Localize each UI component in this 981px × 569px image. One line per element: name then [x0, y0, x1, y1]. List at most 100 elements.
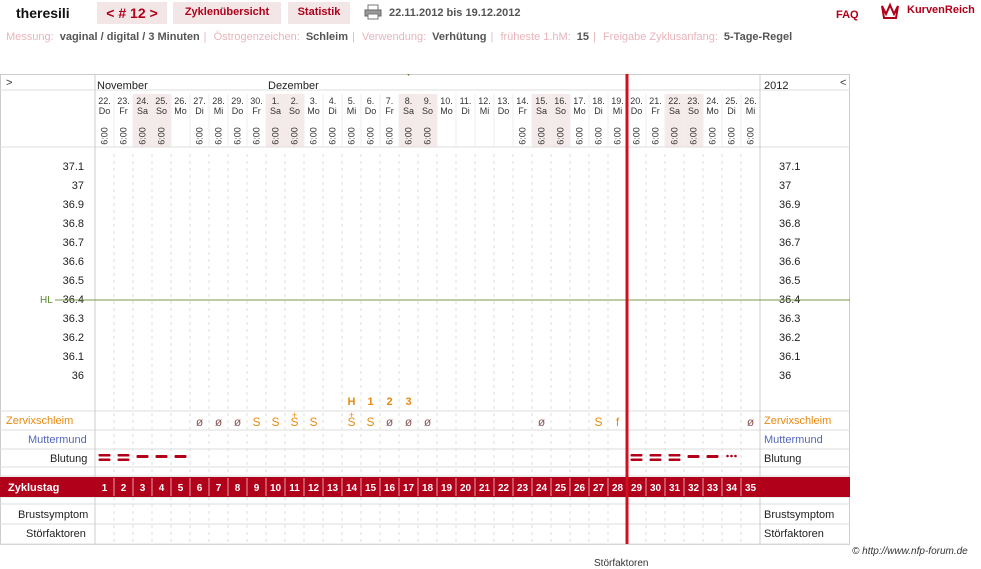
- weekend-column: [665, 94, 684, 147]
- day-weekday: Do: [99, 106, 111, 116]
- day-weekday: Mi: [347, 106, 357, 116]
- day-date: 15.: [535, 96, 548, 106]
- info-label-hm: früheste 1.hM:: [500, 31, 571, 43]
- bleeding-heavy: [98, 454, 111, 457]
- cycle-navigator[interactable]: < # 12 >: [97, 2, 167, 24]
- bleeding-heavy: [630, 454, 643, 457]
- day-date: 13.: [497, 96, 510, 106]
- day-weekday: Fr: [651, 106, 660, 116]
- day-date: 19.: [611, 96, 624, 106]
- row-label-stoer-right: Störfaktoren: [764, 528, 824, 540]
- measure-time: 6:00: [119, 127, 129, 145]
- zervix-mark: S: [271, 415, 279, 429]
- day-date: 16.: [554, 96, 567, 106]
- y-tick-right: 36.2: [779, 332, 800, 344]
- zervix-mark: S: [252, 415, 260, 429]
- measure-time: 6:00: [575, 127, 585, 145]
- tab-zyklenuebersicht[interactable]: Zyklenübersicht: [173, 2, 281, 24]
- day-date: 26.: [174, 96, 187, 106]
- cycle-day-number: 22: [498, 483, 510, 494]
- cycle-day-number: 24: [536, 483, 548, 494]
- date-range: 22.11.2012 bis 19.12.2012: [389, 7, 521, 19]
- day-date: 3.: [310, 96, 318, 106]
- day-weekday: Sa: [403, 106, 414, 116]
- bleeding-normal: [687, 455, 700, 458]
- day-weekday: Fr: [252, 106, 261, 116]
- zervix-mark: S: [366, 415, 374, 429]
- cycle-day-number: 30: [650, 483, 662, 494]
- measure-time: 6:00: [233, 127, 243, 145]
- weekend-column: [266, 94, 285, 147]
- crown-logo-icon: [881, 2, 899, 19]
- cycle-day-number: 17: [403, 483, 415, 494]
- cycle-day-number: 21: [479, 483, 491, 494]
- row-label-zervix: Zervixschleim: [6, 415, 73, 427]
- cycle-day-number: 16: [384, 483, 396, 494]
- day-weekday: So: [555, 106, 566, 116]
- zervix-mark: S: [290, 415, 298, 429]
- zervix-mark: ø: [538, 415, 546, 429]
- day-weekday: Mo: [307, 106, 320, 116]
- cycle-day-number: 3: [140, 483, 146, 494]
- measure-time: 6:00: [366, 127, 376, 145]
- next-arrow: <: [840, 77, 846, 89]
- faq-link[interactable]: FAQ: [836, 9, 859, 21]
- zervix-mark: ø: [234, 415, 242, 429]
- y-tick-right: 37.1: [779, 161, 800, 173]
- y-tick-left: 36.9: [63, 199, 84, 211]
- count-label: 1: [367, 396, 373, 408]
- row-label-muttermund-right: Muttermund: [764, 434, 823, 446]
- printer-icon[interactable]: [364, 4, 382, 20]
- day-weekday: Di: [195, 106, 204, 116]
- y-tick-right: 36.6: [779, 256, 800, 268]
- day-weekday: Mo: [706, 106, 719, 116]
- y-tick-left: 36.1: [63, 351, 84, 363]
- day-date: 1.: [272, 96, 280, 106]
- cycle-day-number: 10: [270, 483, 282, 494]
- cycle-day-number: 28: [612, 483, 624, 494]
- cycle-day-number: 2: [121, 483, 127, 494]
- cycle-day-number: 6: [197, 483, 203, 494]
- day-date: 27.: [193, 96, 206, 106]
- month-november: November: [97, 80, 148, 92]
- y-tick-right: 36: [779, 370, 791, 382]
- bleeding-heavy: [668, 458, 681, 461]
- measure-time: 6:00: [651, 127, 661, 145]
- cycle-day-number: 14: [346, 483, 358, 494]
- cycle-chart: > <November Dezember 201222.Do6:0023.Fr6:00…: [0, 74, 850, 545]
- measure-time: 6:00: [271, 127, 281, 145]
- info-label-freigabe: Freigabe Zyklusanfang:: [602, 31, 718, 43]
- day-date: 6.: [367, 96, 375, 106]
- weekend-column: [684, 94, 703, 147]
- cycle-day-number: 18: [422, 483, 434, 494]
- day-date: 22.: [98, 96, 111, 106]
- row-label-brust: Brustsymptom: [18, 509, 88, 521]
- measure-time: 6:00: [195, 127, 205, 145]
- info-label-verwendung: Verwendung:: [361, 31, 427, 43]
- y-tick-right: 36.1: [779, 351, 800, 363]
- day-date: 7.: [386, 96, 394, 106]
- day-date: 18.: [592, 96, 605, 106]
- cycle-day-number: 32: [688, 483, 700, 494]
- measure-time: 6:00: [157, 127, 167, 145]
- weekend-column: [399, 94, 418, 147]
- weekend-column: [551, 94, 570, 147]
- bleeding-normal: [174, 455, 187, 458]
- cycle-day-number: 8: [235, 483, 241, 494]
- count-label: 3: [405, 396, 411, 408]
- info-value-messung: vaginal / digital / 3 Minuten: [59, 31, 200, 43]
- measure-time: 6:00: [252, 127, 262, 145]
- day-weekday: Sa: [270, 106, 281, 116]
- cycle-day-number: 25: [555, 483, 567, 494]
- info-value-hm: 15: [576, 31, 590, 43]
- day-date: 8.: [405, 96, 413, 106]
- prev-arrow: >: [6, 77, 12, 89]
- zervix-plus: +: [292, 410, 297, 420]
- measure-time: 6:00: [613, 127, 623, 145]
- zervix-mark: f: [616, 415, 620, 429]
- tab-statistik[interactable]: Statistik: [288, 2, 350, 24]
- y-tick-left: 36.8: [63, 218, 84, 230]
- weekend-column: [532, 94, 551, 147]
- day-weekday: Fr: [385, 106, 394, 116]
- y-tick-right: 36.8: [779, 218, 800, 230]
